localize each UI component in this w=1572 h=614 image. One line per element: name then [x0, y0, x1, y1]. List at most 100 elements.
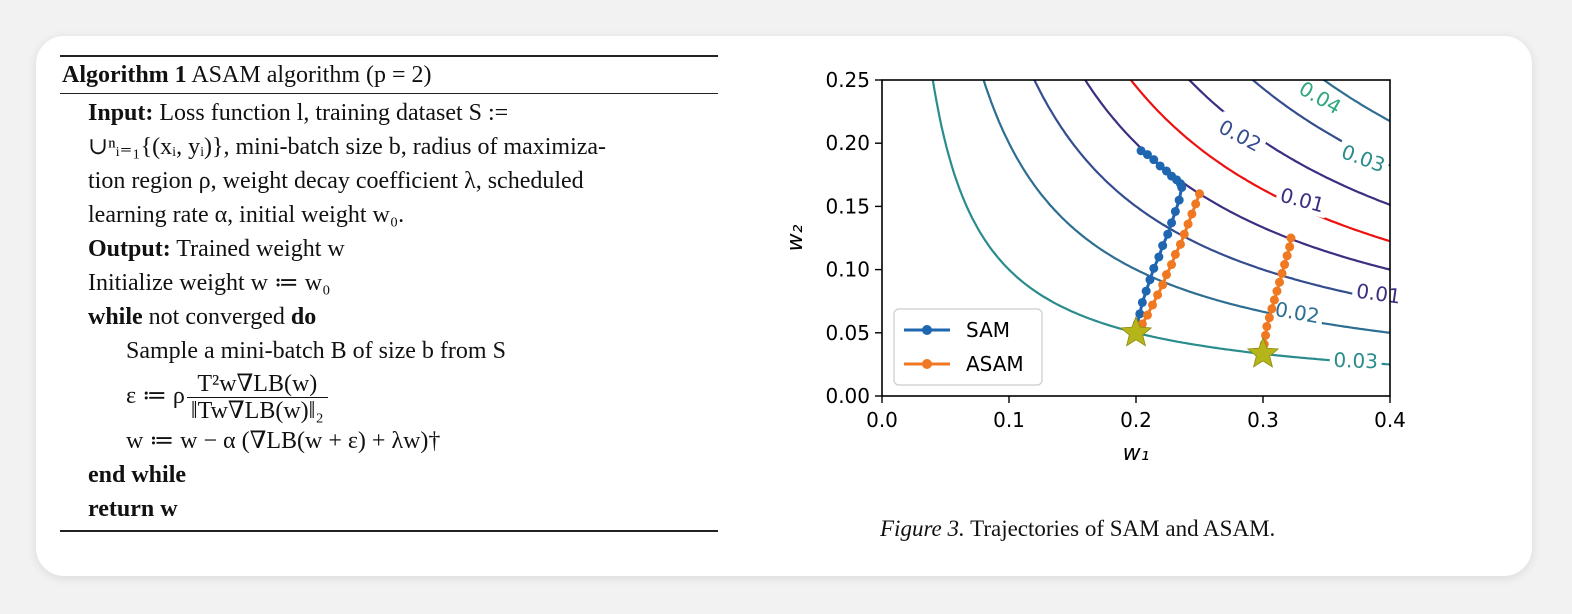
trajectory-point-sam [1177, 182, 1187, 192]
algorithm-input-line-1: Input: Loss function l, training dataset… [88, 96, 718, 130]
contour-line [1187, 80, 1390, 207]
legend-swatch-marker [922, 325, 932, 335]
legend-label: ASAM [966, 352, 1024, 376]
algorithm-top-rule [60, 55, 718, 57]
while-keyword: while [88, 304, 143, 330]
trajectory-point-sam [1174, 195, 1184, 205]
legend-label: SAM [966, 318, 1010, 342]
figure-caption: Figure 3. Trajectories of SAM and ASAM. [880, 516, 1400, 542]
contour-label-bg [1269, 294, 1326, 329]
trajectory-point-asam [1183, 219, 1193, 229]
x-tick-label: 0.0 [866, 408, 898, 432]
y-tick-label: 0.20 [825, 131, 870, 155]
trajectory-point-asam [1282, 251, 1292, 261]
trajectory-point-asam [1187, 209, 1197, 219]
contour-label-bg [1351, 276, 1407, 310]
trajectory-point-sam [1145, 275, 1155, 285]
trajectory-point-sam [1142, 150, 1152, 160]
trajectory-point-sam [1135, 309, 1145, 319]
figure-3: 0.04 0.02 0.03 0.01 0.01 0.02 0.03 0.0 0.1 0.2 0.… [780, 60, 1440, 466]
trajectory-point-sam [1141, 286, 1151, 296]
do-keyword: do [290, 304, 317, 330]
trajectory-point-asam [1264, 313, 1274, 323]
contour-label-bg [1291, 72, 1350, 122]
trajectory-point-asam [1280, 260, 1290, 270]
x-axis-ticks: 0.0 0.1 0.2 0.3 0.4 [866, 396, 1406, 432]
trajectory-chart: 0.040.020.030.010.010.020.03 0.0 0.1 0.2 0.… [783, 68, 1407, 466]
chart-legend: SAM ASAM [893, 308, 1043, 386]
trajectory-point-sam [1170, 206, 1180, 216]
epsilon-denominator: ‖Tw∇LB(w)‖₂ [190, 397, 324, 424]
algorithm-update-line: w ≔ w − α (∇LB(w + ε) + λw)† [126, 428, 441, 454]
trajectory-point-asam [1269, 295, 1279, 305]
figure-caption-text: Trajectories of SAM and ASAM. [970, 516, 1276, 541]
trajectory-point-asam [1148, 300, 1158, 310]
contour-line [982, 80, 1390, 334]
input-text-1: Loss function l, training dataset S := [159, 100, 509, 126]
x-tick-label: 0.1 [993, 408, 1025, 432]
y-tick-label: 0.00 [825, 384, 870, 408]
output-text: Trained weight w [176, 236, 345, 262]
trajectory-point-asam [1158, 280, 1168, 290]
trajectory-point-asam [1179, 229, 1189, 239]
trajectory-point-sam [1149, 155, 1159, 165]
algorithm-title-rule [60, 93, 718, 94]
y-tick-label: 0.25 [825, 68, 870, 92]
algorithm-bottom-rule [60, 530, 718, 532]
contour-label: 0.03 [1333, 348, 1378, 374]
trajectory-point-asam [1272, 286, 1282, 296]
contour-label-bg [1329, 345, 1383, 374]
contour-label-bg [1211, 111, 1270, 159]
epsilon-lhs: ε ≔ ρ [126, 383, 185, 409]
algorithm-input-line-4: learning rate α, initial weight w₀. [88, 202, 405, 228]
contour-label: 0.01 [1355, 279, 1402, 309]
algorithm-title: Algorithm 1 ASAM algorithm (p = 2) [60, 57, 718, 93]
x-tick-label: 0.3 [1247, 408, 1279, 432]
algorithm-return-line: return w [88, 492, 718, 526]
legend-swatch-marker [922, 359, 932, 369]
algorithm-epsilon-line: ε ≔ ρ T²w∇LB(w) ‖Tw∇LB(w)‖₂ [88, 368, 718, 424]
while-condition: not converged [148, 304, 285, 330]
contour-label: 0.03 [1338, 139, 1388, 177]
trajectory-point-asam [1170, 249, 1180, 259]
minimum-star [1119, 315, 1153, 347]
algorithm-init-line: Initialize weight w ≔ w₀ [88, 270, 331, 296]
output-keyword: Output: [88, 236, 171, 262]
trajectory-point-sam [1163, 229, 1173, 239]
trajectory-point-asam [1161, 270, 1171, 280]
contour-line [1033, 80, 1390, 303]
trajectory-point-sam [1149, 263, 1159, 273]
contour-line [1083, 80, 1390, 271]
minimum-star [1246, 336, 1280, 368]
algorithm-number: Algorithm 1 [62, 62, 187, 88]
contour-label: 0.01 [1278, 183, 1327, 218]
algorithm-box: Algorithm 1 ASAM algorithm (p = 2) Input… [60, 55, 718, 532]
trajectory-point-asam [1267, 304, 1277, 314]
algorithm-name: ASAM algorithm (p = 2) [191, 62, 432, 88]
y-axis-ticks: 0.00 0.05 0.10 0.15 0.20 0.25 [825, 68, 882, 408]
algorithm-while-line: while not converged do [88, 300, 718, 334]
y-tick-label: 0.10 [825, 258, 870, 282]
x-tick-label: 0.4 [1374, 408, 1406, 432]
return-value: w [160, 496, 178, 522]
trajectory-point-sam [1158, 241, 1168, 251]
trajectory-point-asam [1286, 233, 1296, 243]
algorithm-body: Input: Loss function l, training dataset… [60, 94, 718, 530]
figure-caption-label: Figure 3. [880, 516, 965, 541]
y-tick-label: 0.15 [825, 194, 870, 218]
epsilon-fraction: T²w∇LB(w) ‖Tw∇LB(w)‖₂ [186, 371, 328, 424]
y-axis-label: w₂ [783, 224, 808, 251]
trajectory-point-asam [1275, 277, 1285, 287]
trajectory-point-sam [1155, 161, 1165, 171]
trajectory-point-asam [1195, 189, 1204, 199]
trajectory-point-sam [1154, 252, 1164, 262]
trajectory-point-asam [1277, 268, 1287, 278]
trajectory-point-sam [1137, 297, 1147, 307]
trajectory-point-asam [1142, 310, 1152, 320]
input-keyword: Input: [88, 100, 154, 126]
epsilon-numerator: T²w∇LB(w) [186, 371, 328, 398]
x-tick-label: 0.2 [1120, 408, 1152, 432]
contour-line [1129, 80, 1390, 243]
algorithm-output-line: Output: Trained weight w [88, 232, 718, 266]
contour-line [1322, 80, 1390, 123]
